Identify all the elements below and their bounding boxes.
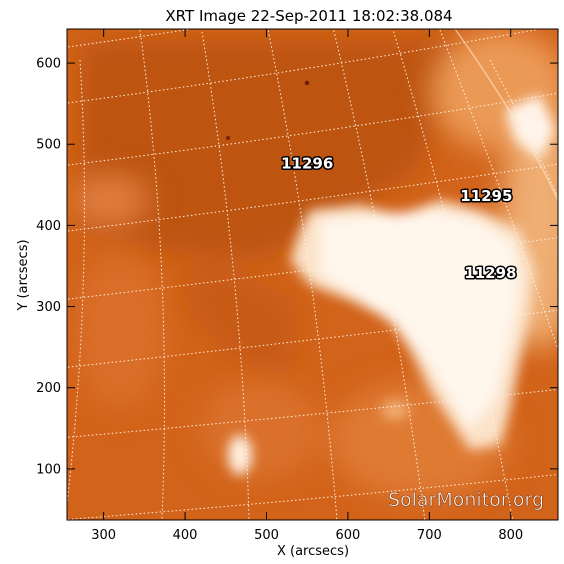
region-label-outline: 11296	[281, 155, 333, 173]
longitude-line	[67, 59, 85, 509]
x-tick-label: 600	[336, 528, 361, 543]
y-axis-label: Y (arcsecs)	[16, 239, 31, 311]
figure-title: XRT Image 22-Sep-2011 18:02:38.084	[165, 7, 452, 25]
y-tick-label: 200	[36, 381, 61, 396]
y-tick-label: 100	[36, 462, 61, 477]
latitude-line	[67, 473, 558, 520]
latitude-line	[67, 388, 558, 438]
xray-image	[67, 29, 558, 520]
dark-speck	[304, 80, 310, 86]
longitude-line	[439, 29, 558, 351]
y-tick-label: 600	[36, 57, 61, 72]
region-label-outline: 11295	[460, 187, 512, 205]
watermark: SolarMonitor.org	[388, 489, 544, 511]
axes: 300 400 500 600 700 800 100 200 300 400 500 600	[36, 29, 558, 543]
x-tick-label: 700	[417, 528, 442, 543]
longitude-line	[139, 29, 165, 520]
dark-speck	[226, 136, 230, 140]
dark-region	[80, 40, 460, 380]
x-tick-label: 300	[91, 528, 116, 543]
y-tick-label: 400	[36, 219, 61, 234]
active-region-emission	[228, 95, 555, 475]
longitude-line	[392, 29, 514, 520]
region-label: 11296	[281, 155, 333, 173]
latitude-line	[67, 237, 558, 300]
x-axis-label: X (arcsecs)	[277, 544, 349, 559]
plot-frame	[66, 28, 559, 521]
latitude-line	[67, 29, 543, 104]
x-tick-label: 800	[498, 528, 523, 543]
y-tick-label: 500	[36, 138, 61, 153]
region-label: 11298	[464, 264, 516, 282]
solar-limb	[454, 29, 558, 201]
longitude-line	[267, 29, 338, 520]
longitude-line	[489, 59, 558, 199]
heliographic-grid	[67, 29, 558, 520]
x-tick-label: 400	[173, 528, 198, 543]
region-label: 11295	[460, 187, 512, 205]
latitude-line	[67, 309, 558, 368]
longitude-line	[332, 29, 426, 520]
y-tick-label: 300	[36, 300, 61, 315]
x-tick-label: 500	[254, 528, 279, 543]
region-label-outline: 11298	[464, 264, 516, 282]
